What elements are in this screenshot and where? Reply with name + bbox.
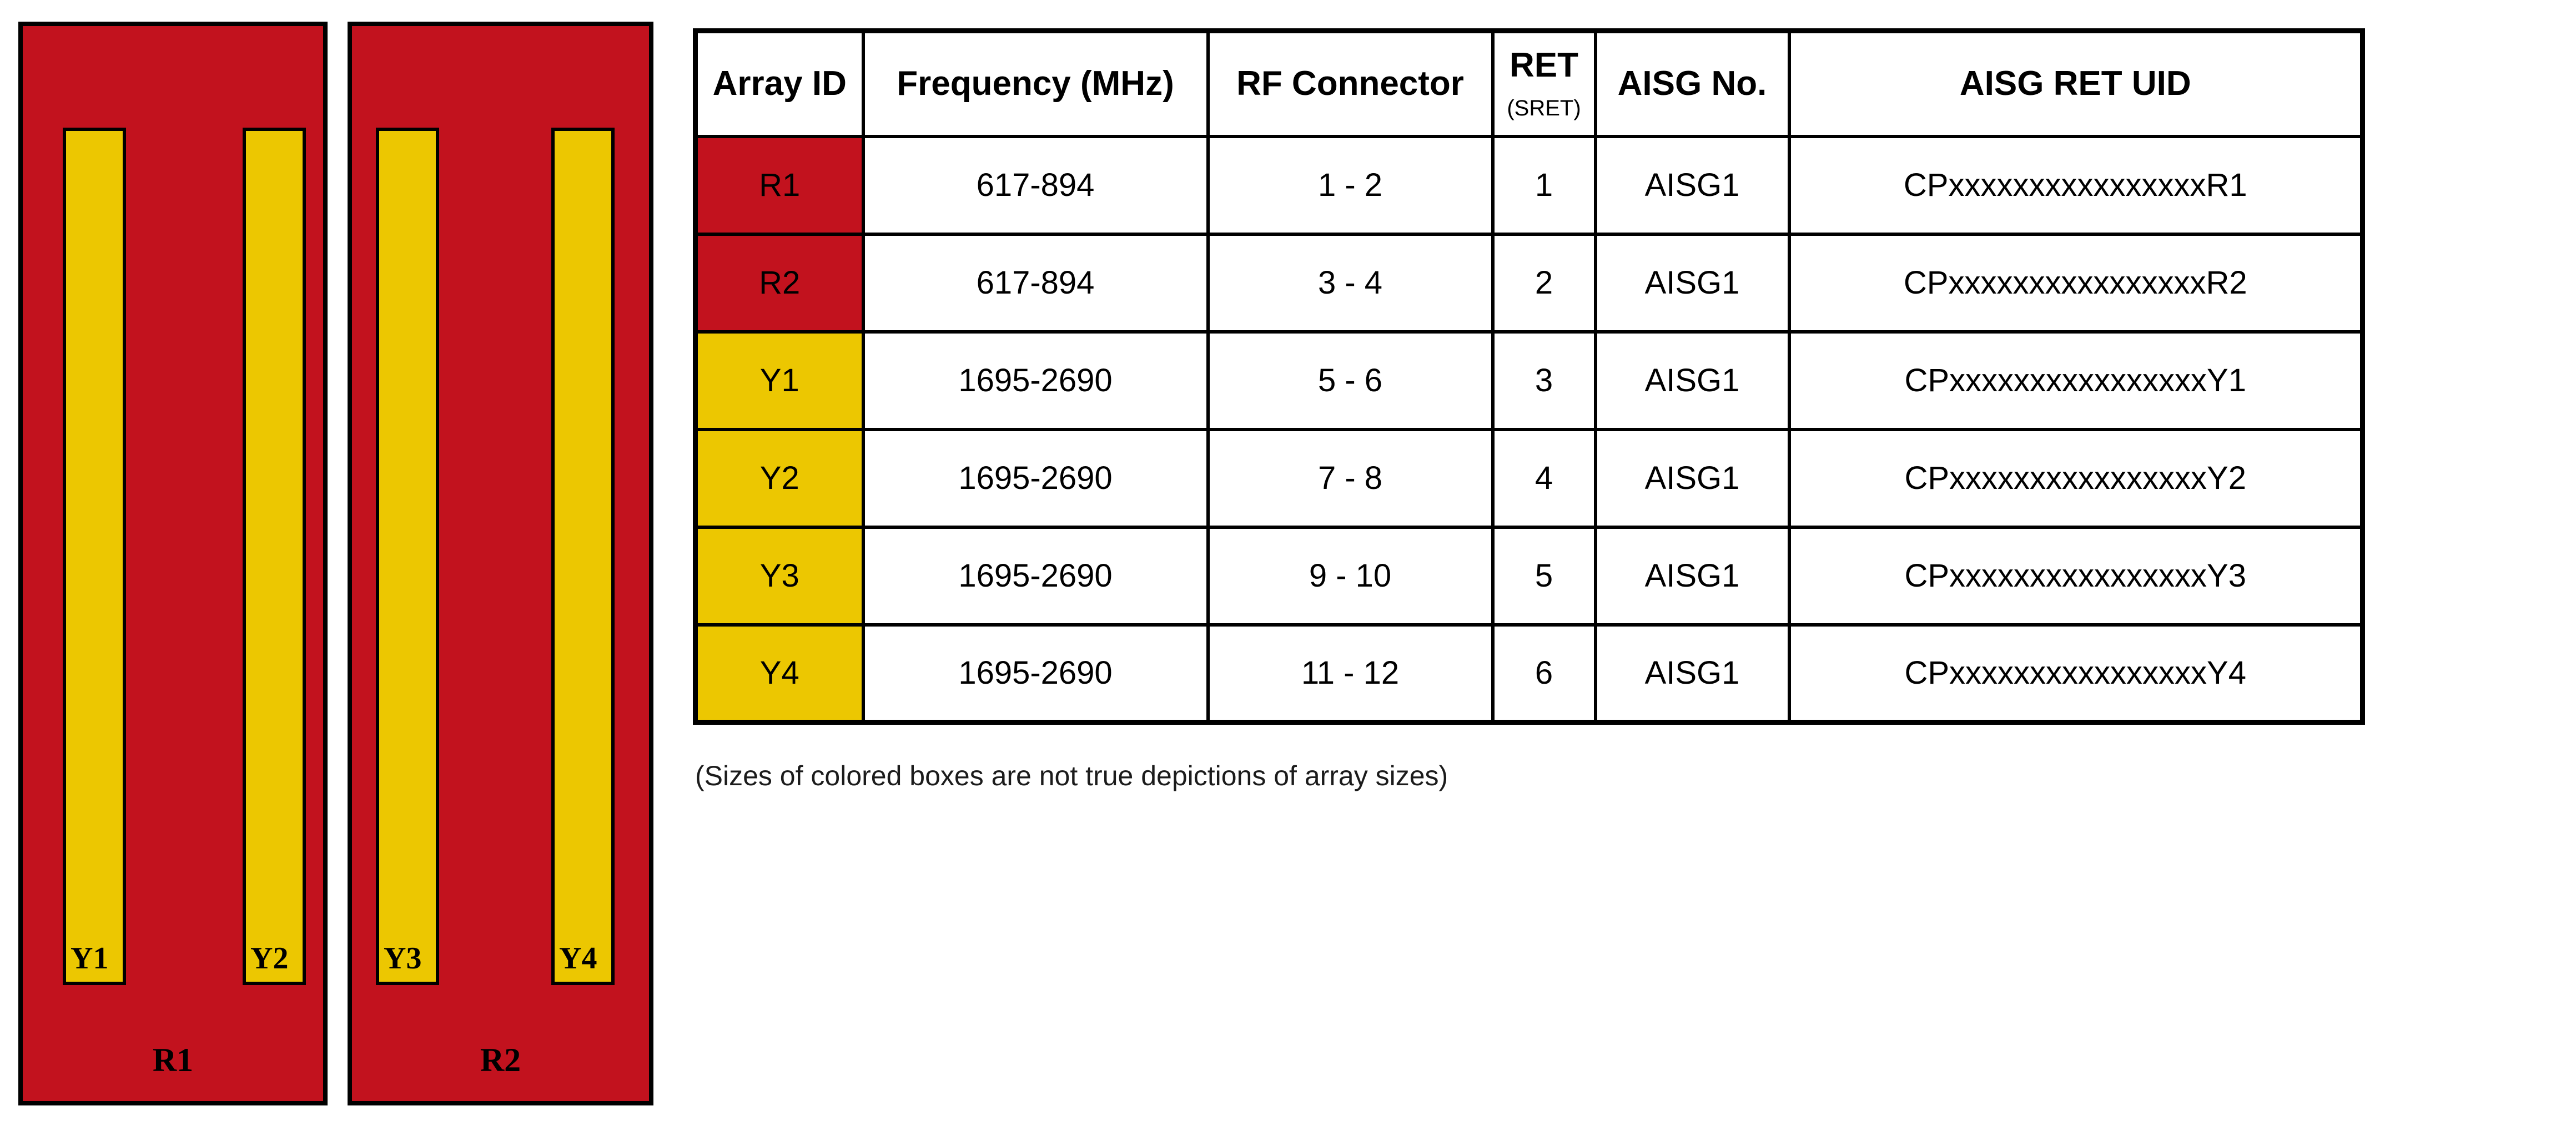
cell-frequency: 1695-2690 (861, 330, 1210, 431)
cell-aisg-no: AISG1 (1593, 525, 1791, 627)
cell-aisg-ret-uid: CPxxxxxxxxxxxxxxxxY3 (1787, 525, 2364, 627)
cell-array-id: Y2 (693, 427, 865, 529)
panel-label-r1: R1 (152, 1042, 194, 1078)
cell-array-id: Y1 (693, 330, 865, 431)
antenna-panel-r1: Y1 Y2 R1 (18, 22, 328, 1105)
cell-aisg-no: AISG1 (1593, 232, 1791, 334)
cell-rf-connector: 3 - 4 (1206, 232, 1495, 334)
cell-aisg-ret-uid: CPxxxxxxxxxxxxxxxxY4 (1787, 623, 2364, 724)
antenna-panel-r2: Y3 Y4 R2 (348, 22, 653, 1105)
table-row: R1 617-894 1 - 2 1 AISG1 CPxxxxxxxxxxxxx… (693, 134, 2364, 236)
cell-aisg-no: AISG1 (1593, 427, 1791, 529)
array-bar-y3: Y3 (376, 128, 439, 985)
cell-rf-connector: 7 - 8 (1206, 427, 1495, 529)
cell-frequency: 617-894 (861, 232, 1210, 334)
cell-ret: 1 (1491, 134, 1597, 236)
header-aisg-no: AISG No. (1593, 29, 1791, 138)
array-bar-label-y3: Y3 (384, 941, 422, 976)
cell-frequency: 1695-2690 (861, 623, 1210, 724)
cell-aisg-ret-uid: CPxxxxxxxxxxxxxxxxY1 (1787, 330, 2364, 431)
table-row: Y1 1695-2690 5 - 6 3 AISG1 CPxxxxxxxxxxx… (693, 330, 2364, 431)
cell-frequency: 617-894 (861, 134, 1210, 236)
header-rf-connector: RF Connector (1206, 29, 1495, 138)
array-bar-y2: Y2 (243, 128, 306, 985)
cell-array-id: R2 (693, 232, 865, 334)
array-bar-label-y2: Y2 (250, 941, 289, 976)
cell-rf-connector: 11 - 12 (1206, 623, 1495, 724)
header-frequency: Frequency (MHz) (861, 29, 1210, 138)
cell-aisg-ret-uid: CPxxxxxxxxxxxxxxxxY2 (1787, 427, 2364, 529)
panel-label-r2: R2 (480, 1042, 521, 1078)
table-row: Y3 1695-2690 9 - 10 5 AISG1 CPxxxxxxxxxx… (693, 525, 2364, 627)
header-aisg-ret-uid: AISG RET UID (1787, 29, 2364, 138)
size-disclaimer-caption: (Sizes of colored boxes are not true dep… (695, 760, 1448, 791)
cell-ret: 3 (1491, 330, 1597, 431)
cell-ret: 5 (1491, 525, 1597, 627)
cell-aisg-no: AISG1 (1593, 330, 1791, 431)
cell-array-id: R1 (693, 134, 865, 236)
cell-rf-connector: 1 - 2 (1206, 134, 1495, 236)
array-bar-label-y4: Y4 (559, 941, 597, 976)
cell-aisg-ret-uid: CPxxxxxxxxxxxxxxxxR2 (1787, 232, 2364, 334)
header-row: Array ID Frequency (MHz) RF Connector RE… (693, 29, 2364, 138)
array-bar-y4: Y4 (551, 128, 615, 985)
cell-ret: 2 (1491, 232, 1597, 334)
cell-array-id: Y4 (693, 623, 865, 724)
cell-rf-connector: 5 - 6 (1206, 330, 1495, 431)
cell-ret: 4 (1491, 427, 1597, 529)
header-ret-sub: (SRET) (1507, 96, 1581, 121)
cell-frequency: 1695-2690 (861, 525, 1210, 627)
cell-aisg-no: AISG1 (1593, 134, 1791, 236)
cell-aisg-no: AISG1 (1593, 623, 1791, 724)
table-row: R2 617-894 3 - 4 2 AISG1 CPxxxxxxxxxxxxx… (693, 232, 2364, 334)
table-row: Y2 1695-2690 7 - 8 4 AISG1 CPxxxxxxxxxxx… (693, 427, 2364, 529)
header-array-id: Array ID (693, 29, 865, 138)
cell-ret: 6 (1491, 623, 1597, 724)
cell-array-id: Y3 (693, 525, 865, 627)
header-ret-main: RET (1510, 46, 1578, 85)
array-bar-y1: Y1 (63, 128, 126, 985)
array-bar-label-y1: Y1 (71, 941, 109, 976)
header-ret: RET (SRET) (1491, 29, 1597, 138)
cell-rf-connector: 9 - 10 (1206, 525, 1495, 627)
cell-aisg-ret-uid: CPxxxxxxxxxxxxxxxxR1 (1787, 134, 2364, 236)
table-row: Y4 1695-2690 11 - 12 6 AISG1 CPxxxxxxxxx… (693, 623, 2364, 724)
array-spec-table: Array ID Frequency (MHz) RF Connector RE… (693, 28, 2365, 725)
cell-frequency: 1695-2690 (861, 427, 1210, 529)
